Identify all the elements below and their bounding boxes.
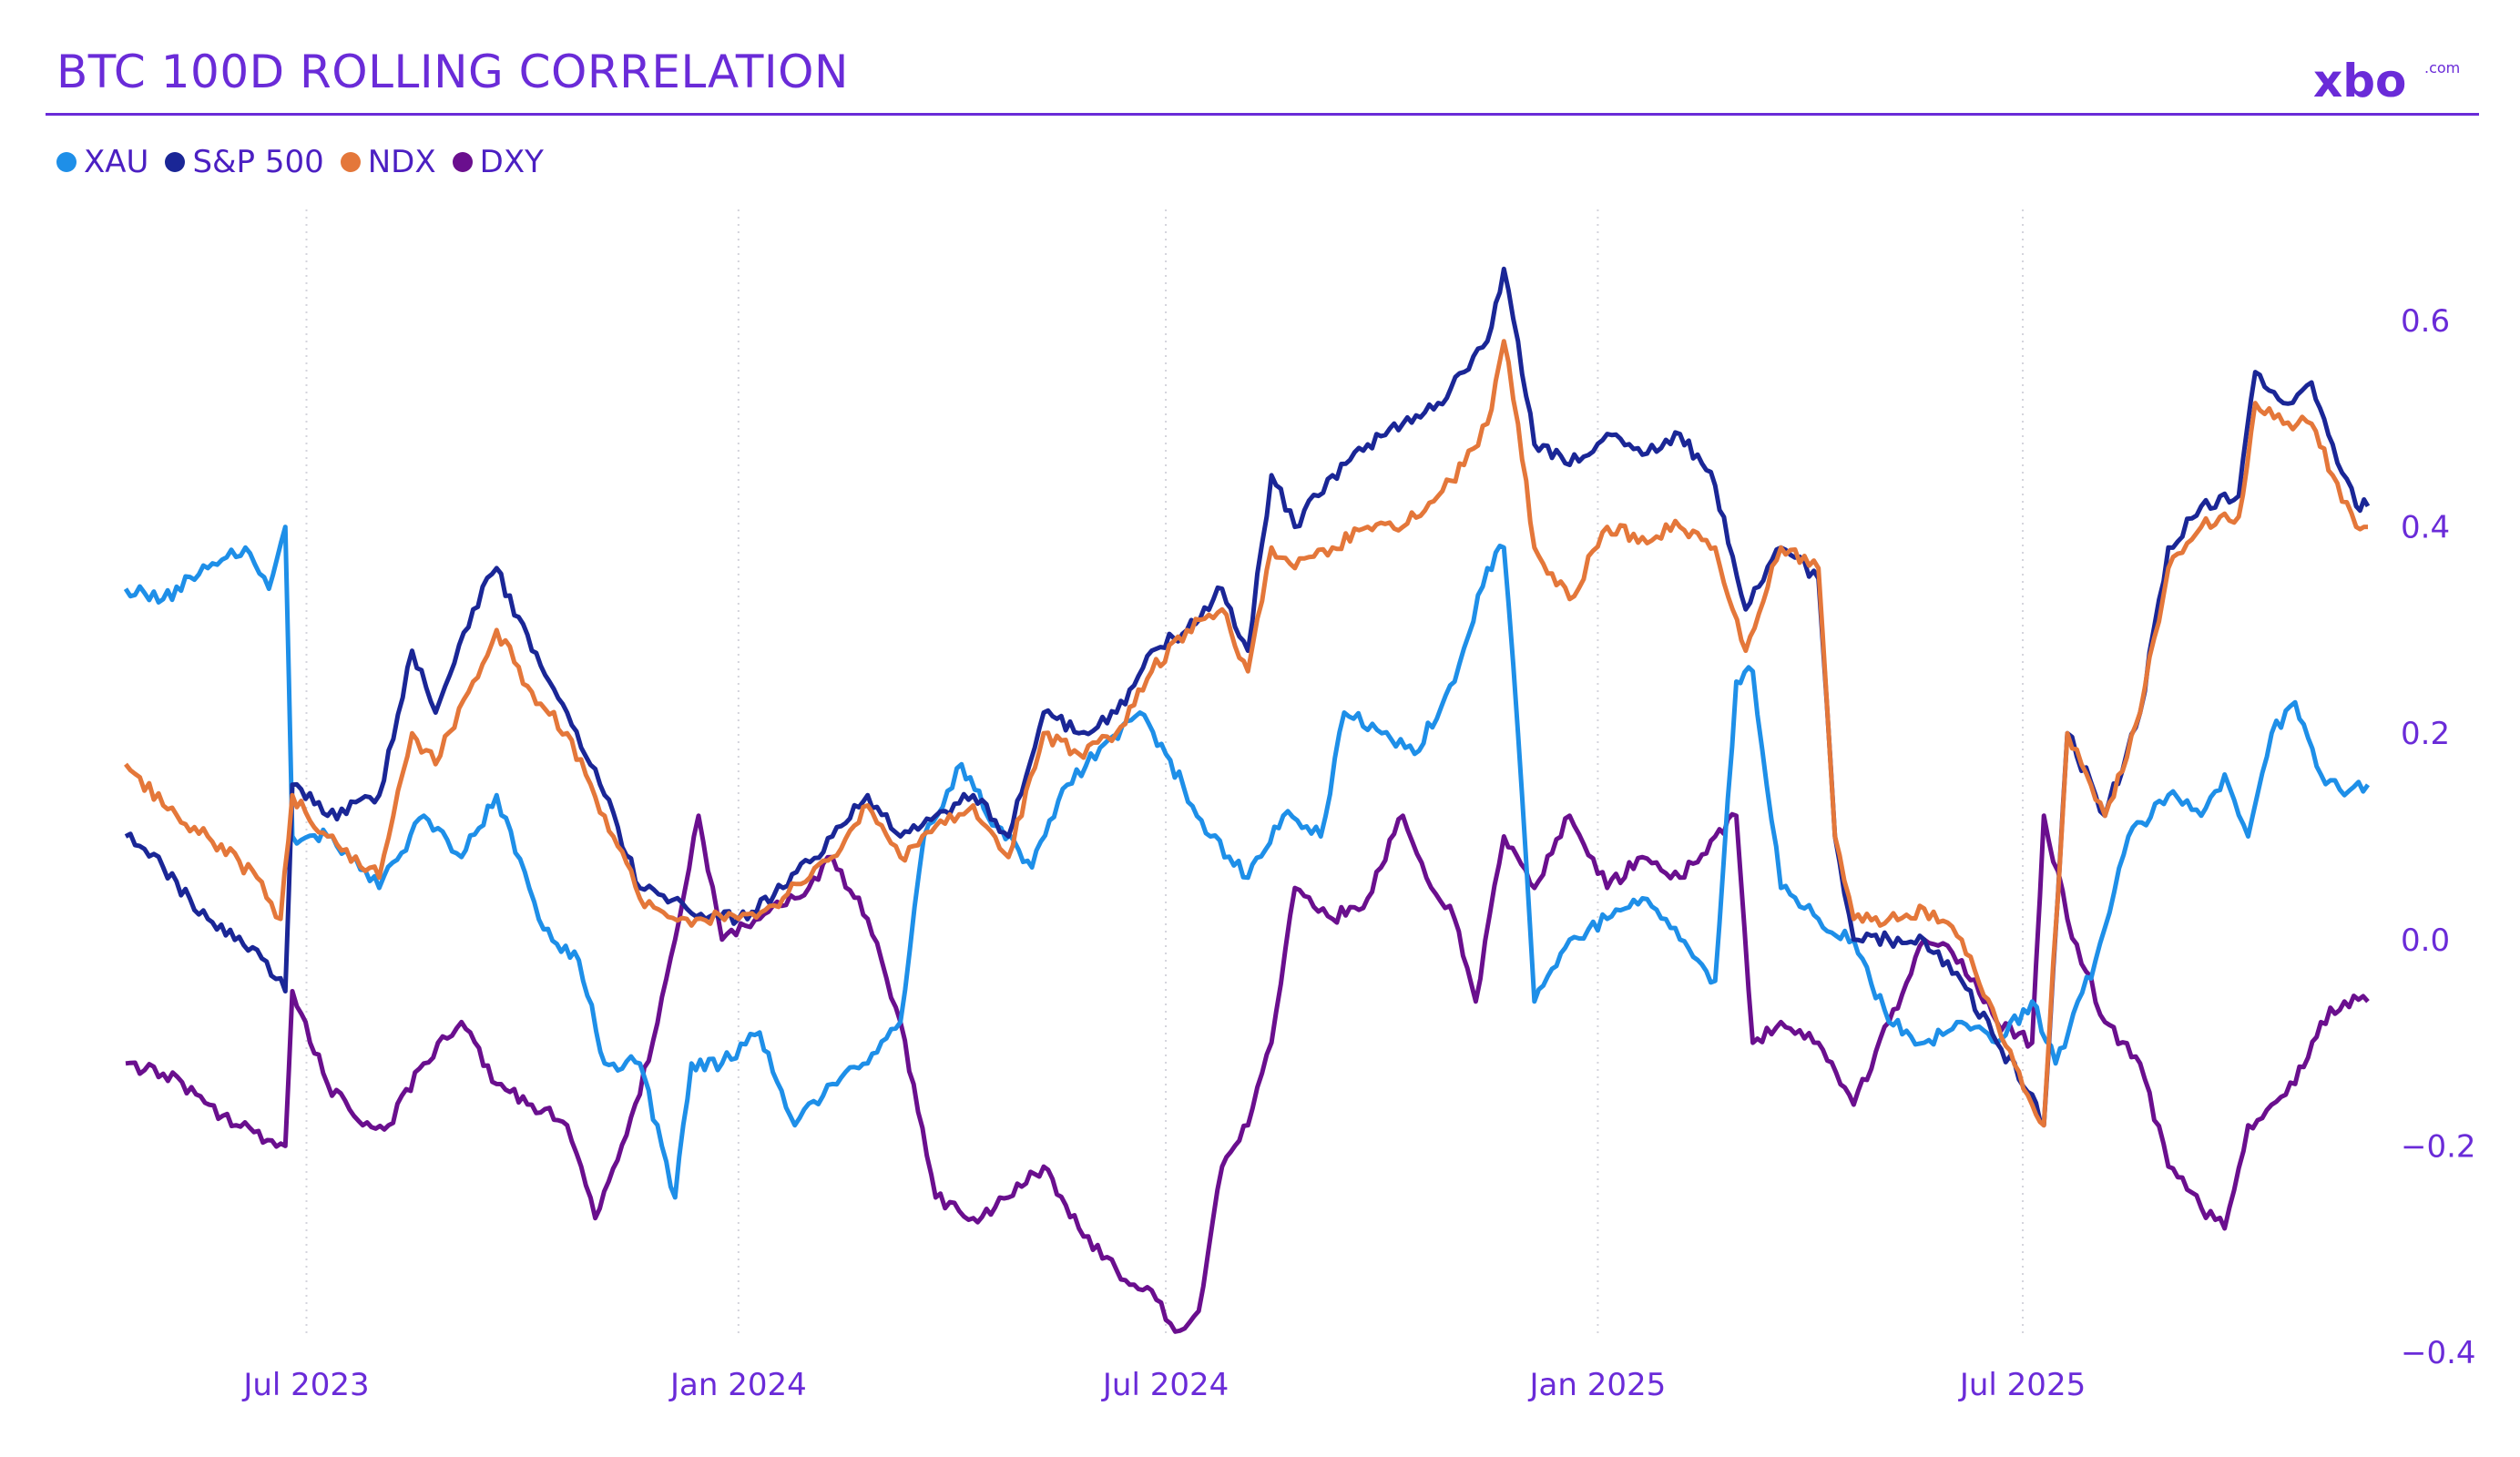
series-line-dxy — [125, 811, 2370, 1334]
legend-item-ndx: NDX — [340, 144, 436, 180]
y-tick-label: 0.0 — [2401, 922, 2450, 959]
logo-suffix: .com — [2424, 59, 2460, 76]
grid-lines — [305, 209, 2025, 1339]
x-tick-label: Jul 2025 — [1958, 1367, 2086, 1403]
legend-label-xau: XAU — [84, 144, 149, 180]
series-lines — [123, 266, 2371, 1334]
y-axis-ticks: 0.6 0.4 0.2 0.0 −0.2 −0.4 — [2401, 303, 2476, 1371]
y-tick-label: 0.6 — [2401, 303, 2450, 340]
legend-label-ndx: NDX — [367, 144, 436, 180]
y-tick-label: −0.4 — [2401, 1335, 2476, 1371]
y-tick-label: 0.4 — [2401, 510, 2450, 546]
legend-dot-xau — [56, 152, 77, 172]
x-tick-label: Jan 2024 — [668, 1367, 807, 1403]
legend-item-dxy: DXY — [452, 144, 544, 180]
series-line-ndx — [124, 339, 2368, 1128]
legend: XAU S&P 500 NDX DXY — [56, 144, 560, 180]
x-axis-ticks: Jul 2023 Jan 2024 Jul 2024 Jan 2025 Jul 2025 — [241, 1367, 2086, 1403]
legend-label-sp500: S&P 500 — [192, 144, 324, 180]
logo-text: xbo — [2313, 56, 2406, 107]
xbo-logo: xbo .com — [2313, 56, 2460, 107]
title-underline — [46, 113, 2479, 116]
legend-dot-sp500 — [165, 152, 186, 172]
legend-dot-dxy — [452, 152, 473, 172]
legend-item-xau: XAU — [56, 144, 148, 180]
series-line-xau — [123, 525, 2371, 1200]
y-tick-label: 0.2 — [2401, 716, 2450, 752]
legend-dot-ndx — [340, 152, 361, 172]
x-tick-label: Jan 2025 — [1528, 1367, 1667, 1403]
y-tick-label: −0.2 — [2401, 1128, 2476, 1165]
legend-label-dxy: DXY — [479, 144, 544, 180]
chart-title: BTC 100D ROLLING CORRELATION — [56, 46, 849, 98]
x-tick-label: Jul 2024 — [1101, 1367, 1229, 1403]
series-line-sp500 — [124, 266, 2371, 1128]
legend-item-sp500: S&P 500 — [165, 144, 324, 180]
x-tick-label: Jul 2023 — [241, 1367, 369, 1403]
